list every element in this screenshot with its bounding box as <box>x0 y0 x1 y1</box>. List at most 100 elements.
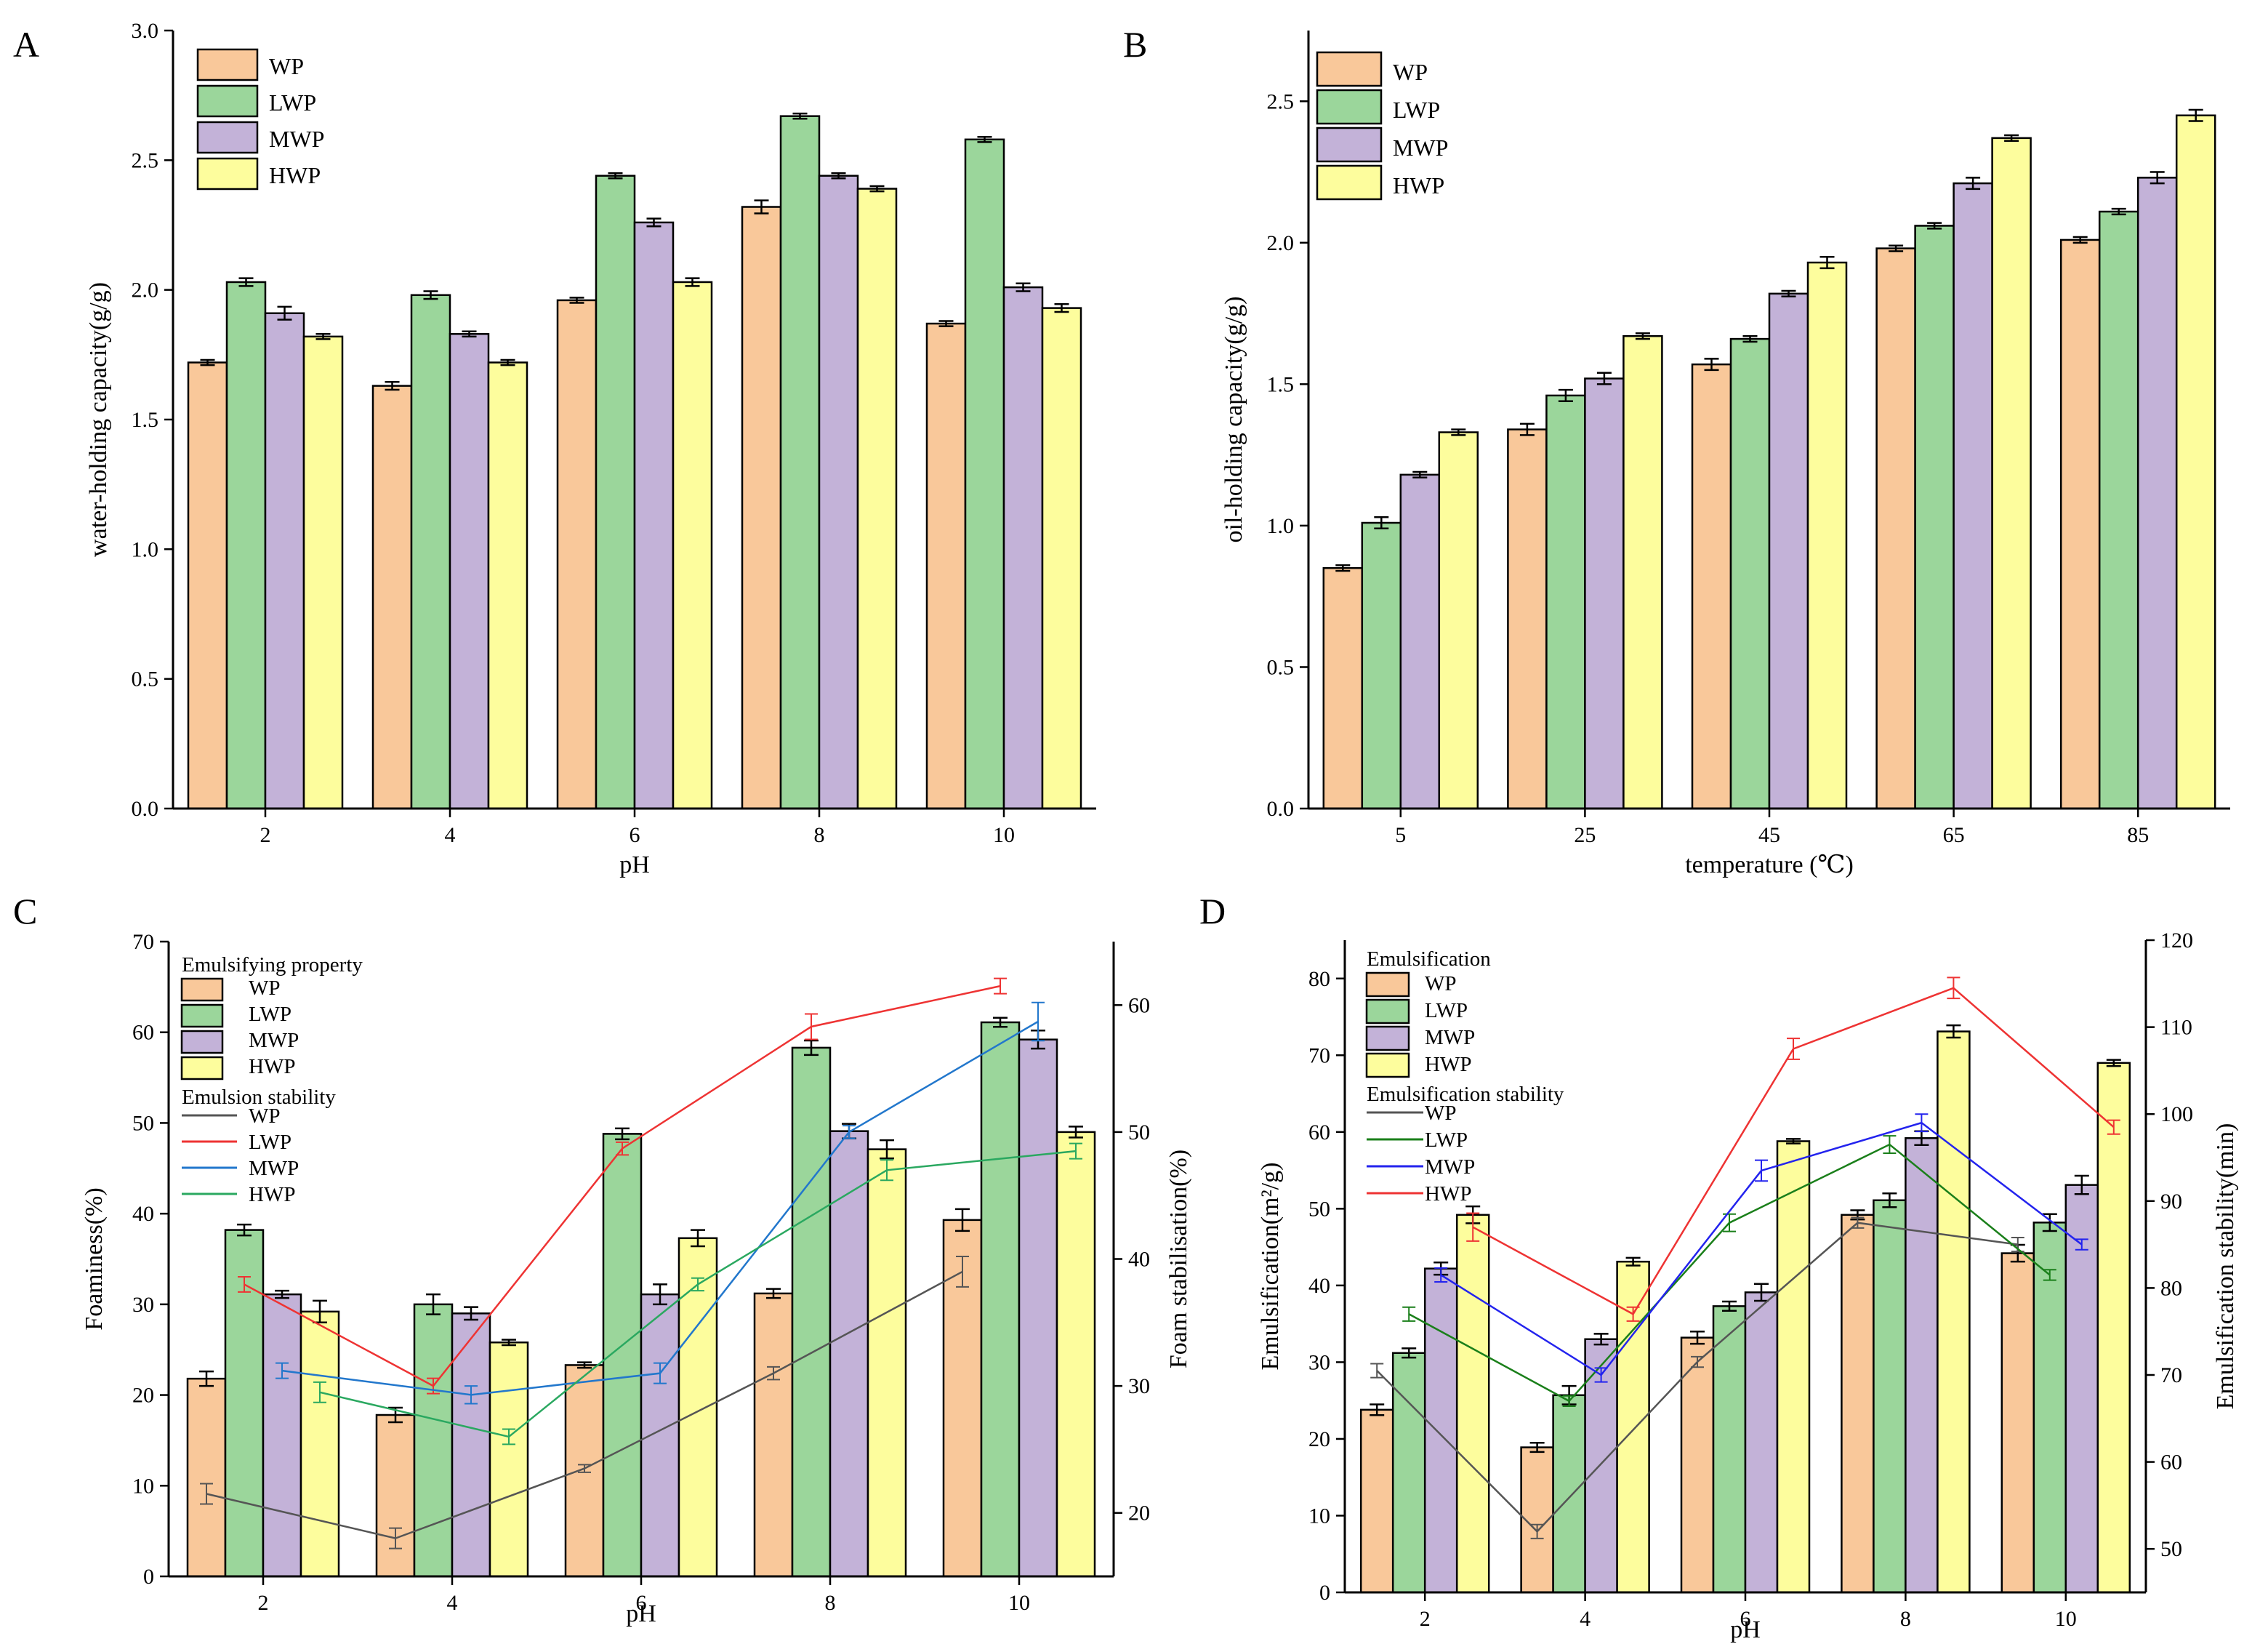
line-point-mwp-10 <box>1032 1001 1045 1042</box>
error-bar-wp-4 <box>1529 1441 1545 1453</box>
error-bar-mwp-25 <box>1596 372 1612 385</box>
bar-lwp-65 <box>1914 225 1955 810</box>
panel-c: C 0 10 20 30 40 50 60 70 20 30 40 50 60 2 4 6 8 10 pH Foamin… <box>13 891 1192 1627</box>
bar-hwp-10 <box>1041 307 1082 810</box>
legend-label-lwp: LWP <box>249 1003 291 1026</box>
bar-lwp-4 <box>413 1303 454 1578</box>
y-tick-label: 0.0 <box>132 797 159 821</box>
error-bar-wp-2 <box>1370 1403 1385 1416</box>
bar-hwp-5 <box>1438 431 1479 810</box>
legend: Emulsifying propertyWPLWPMWPHWPEmulsion … <box>180 953 363 1206</box>
axes: 0.0 0.5 1.0 1.5 2.0 2.5 3.0 2 4 6 8 10 <box>132 19 1096 847</box>
error-bar-mwp-4 <box>1593 1333 1609 1346</box>
line-point-hwp-6 <box>1787 1038 1800 1060</box>
line-point-hwp-4 <box>1626 1306 1640 1322</box>
bar-hwp-4 <box>488 1341 529 1578</box>
legend-label-lwp: LWP <box>1425 999 1468 1022</box>
bar-wp-8 <box>753 1292 794 1578</box>
error-bar-wp-6 <box>569 297 584 304</box>
line-point-lwp-2 <box>238 1275 251 1293</box>
legend-label-mwp: MWP <box>1393 135 1448 161</box>
error-bar-mwp-10 <box>1016 282 1031 292</box>
panel-letter: B <box>1123 24 1147 65</box>
bar-mwp-6 <box>1744 1291 1779 1594</box>
y-tick-label: 40 <box>1308 1274 1330 1298</box>
x-axis-title: pH <box>619 851 650 878</box>
legend-label-lwp: LWP <box>269 89 316 116</box>
bar-mwp-2 <box>264 312 305 810</box>
y2-axis-title: Emulsification stability(min) <box>2212 1123 2239 1410</box>
error-bar-wp-6 <box>577 1361 592 1369</box>
legend-swatch-lwp <box>1316 89 1383 125</box>
bar-wp-25 <box>1507 428 1548 810</box>
y-tick-label: 1.5 <box>132 408 159 432</box>
legend-label-mwp: MWP <box>269 126 324 152</box>
error-bar-hwp-45 <box>1819 256 1835 270</box>
line-point-mwp-6 <box>1755 1159 1768 1182</box>
bar-hwp-4 <box>487 361 528 810</box>
error-bar-hwp-8 <box>869 185 885 193</box>
bar-wp-45 <box>1691 363 1732 810</box>
legend-label-wp: WP <box>269 53 304 79</box>
line-point-mwp-4 <box>1594 1367 1608 1383</box>
error-bar-wp-2 <box>200 358 215 366</box>
bar-wp-2 <box>187 361 228 810</box>
bar-hwp-65 <box>1991 137 2032 810</box>
bar-lwp-85 <box>2098 210 2139 810</box>
error-bar-wp-65 <box>1889 244 1904 252</box>
x-tick-label: 6 <box>1740 1607 1751 1631</box>
legend-line-label-lwp: LWP <box>249 1131 291 1154</box>
legend-swatch-lwp <box>1365 998 1410 1025</box>
line-point-lwp-10 <box>994 977 1007 995</box>
x-axis-title: pH <box>1730 1616 1761 1643</box>
bar-hwp-8 <box>856 188 898 810</box>
error-bar-wp-85 <box>2072 236 2088 244</box>
x-tick-label: 85 <box>2127 823 2149 847</box>
bar-mwp-8 <box>829 1130 869 1578</box>
panel-letter: D <box>1199 891 1226 931</box>
x-tick-label: 5 <box>1395 823 1406 847</box>
bars <box>1322 108 2216 810</box>
error-bar-wp-25 <box>1519 422 1535 436</box>
x-tick-label: 4 <box>445 823 456 847</box>
bar-wp-4 <box>371 385 413 810</box>
bar-mwp-45 <box>1768 292 1809 810</box>
legend-label-wp: WP <box>1393 59 1428 85</box>
legend-line-label-mwp: MWP <box>1425 1155 1475 1179</box>
bar-mwp-10 <box>2064 1184 2099 1594</box>
error-bar-mwp-8 <box>831 172 846 180</box>
bar-lwp-10 <box>964 138 1005 810</box>
y2-axis-title: Foam stabilisation(%) <box>1165 1150 1192 1368</box>
legend-title-bars: Emulsification <box>1367 947 1491 971</box>
line-point-hwp-6 <box>691 1277 704 1292</box>
error-bar-lwp-10 <box>2042 1213 2057 1232</box>
error-bar-lwp-85 <box>2111 207 2126 216</box>
y-tick-label: 20 <box>1308 1427 1330 1451</box>
error-bar-lwp-5 <box>1374 516 1389 530</box>
bar-hwp-6 <box>672 281 713 810</box>
y-tick-label: 0 <box>1319 1581 1330 1605</box>
line-point-lwp-6 <box>616 1141 629 1156</box>
x-tick-label: 25 <box>1574 823 1596 847</box>
error-bar-wp-2 <box>199 1370 214 1387</box>
bar-hwp-2 <box>302 335 344 810</box>
legend-swatch-hwp <box>180 1056 224 1080</box>
y2-tick-label: 60 <box>2160 1451 2182 1475</box>
error-bar-hwp-8 <box>1946 1024 1961 1039</box>
bar-lwp-6 <box>595 175 636 810</box>
line-point-wp-10 <box>956 1256 969 1288</box>
y-tick-label: 50 <box>132 1111 154 1135</box>
error-bar-hwp-6 <box>691 1229 705 1248</box>
y-tick-label: 70 <box>1308 1043 1330 1067</box>
error-bar-hwp-8 <box>880 1139 894 1160</box>
error-bar-mwp-2 <box>275 1289 289 1299</box>
bar-mwp-10 <box>1002 286 1044 810</box>
bar-hwp-10 <box>2096 1062 2131 1594</box>
y2-tick-label: 110 <box>2160 1016 2192 1040</box>
error-bar-hwp-4 <box>1625 1256 1641 1267</box>
y-tick-label: 70 <box>132 930 154 954</box>
line-point-lwp-8 <box>1883 1135 1897 1155</box>
x-tick-label: 8 <box>825 1591 836 1615</box>
legend-line-label-lwp: LWP <box>1425 1128 1468 1152</box>
line-point-mwp-2 <box>1434 1267 1448 1283</box>
